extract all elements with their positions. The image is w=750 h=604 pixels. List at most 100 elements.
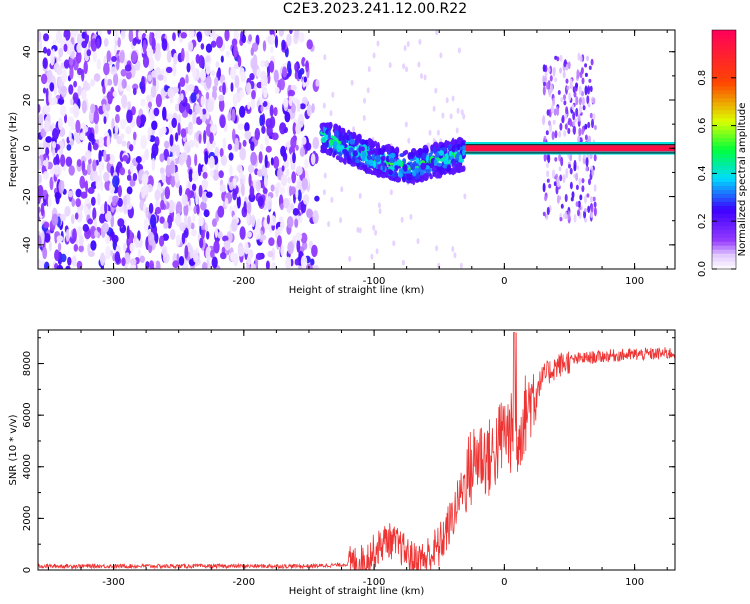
spectrogram-cell bbox=[54, 249, 60, 261]
spectrogram-cell bbox=[270, 157, 274, 166]
spectrogram-cell bbox=[187, 84, 195, 92]
x-axis-label: Height of straight line (km) bbox=[289, 586, 425, 597]
spectrogram-cell bbox=[415, 157, 420, 164]
spectrogram-cell bbox=[90, 103, 96, 114]
spectrogram-cell bbox=[548, 120, 551, 126]
spectrogram-cell bbox=[43, 221, 50, 229]
spectrogram-cell bbox=[423, 74, 427, 81]
y-tick-label: -20 bbox=[22, 188, 33, 204]
spectrogram-cell bbox=[457, 139, 462, 144]
spectrogram-cell bbox=[113, 132, 119, 140]
colorbar-band bbox=[712, 73, 736, 79]
spectrogram-cell bbox=[169, 228, 176, 240]
spectrogram-cell bbox=[448, 150, 453, 157]
spectrogram-cell bbox=[404, 121, 408, 128]
spectrogram-cell bbox=[69, 65, 74, 80]
spectrogram-cell bbox=[559, 54, 563, 62]
spectrogram-cell bbox=[255, 34, 260, 46]
spectrogram-cell bbox=[160, 199, 165, 210]
spectrogram-cell bbox=[303, 76, 307, 83]
spectrogram-cell bbox=[224, 30, 230, 42]
spectrogram-cell bbox=[296, 239, 301, 253]
spectrogram-cell bbox=[311, 244, 318, 258]
spectrogram-cell bbox=[199, 237, 204, 249]
spectrogram-cell bbox=[462, 113, 466, 120]
spectrogram-cell bbox=[163, 75, 167, 83]
spectrogram-cell bbox=[576, 69, 580, 79]
spectrogram-cell bbox=[173, 52, 178, 65]
spectrogram-cell bbox=[96, 58, 102, 70]
spectrogram-cell bbox=[548, 108, 552, 118]
spectrogram-cell bbox=[334, 128, 339, 137]
spectrogram-cell bbox=[404, 149, 409, 155]
spectrogram-cell bbox=[388, 62, 392, 69]
spectrogram-cell bbox=[578, 85, 582, 96]
spectrogram-cell bbox=[190, 92, 197, 103]
spectrogram-cell bbox=[352, 150, 358, 157]
spectrogram-cell bbox=[214, 146, 220, 158]
colorbar-band bbox=[712, 221, 736, 226]
spectrogram-cell bbox=[445, 97, 449, 104]
spectrogram-cell bbox=[593, 124, 597, 131]
y-tick-label: 0 bbox=[22, 567, 33, 573]
spectrogram-cell bbox=[557, 90, 561, 95]
spectrogram-cell bbox=[180, 47, 185, 62]
spectrogram-cell bbox=[52, 127, 59, 140]
spectrogram-cell bbox=[209, 132, 214, 145]
spectrogram-cell bbox=[312, 264, 319, 269]
spectrogram-cell bbox=[232, 93, 238, 107]
spectrogram-cell bbox=[592, 97, 596, 105]
spectrogram-cell bbox=[388, 169, 393, 176]
spectrogram-cell bbox=[211, 69, 216, 77]
spectrogram-cell bbox=[567, 127, 571, 135]
spectrogram-cell bbox=[456, 107, 460, 114]
spectrogram-cell bbox=[250, 57, 258, 70]
spectrogram-cell bbox=[75, 188, 82, 198]
spectrogram-cell bbox=[115, 105, 121, 113]
spectrogram-cell bbox=[584, 134, 588, 141]
spectrogram-cell bbox=[65, 229, 70, 242]
spectrogram-cell bbox=[129, 144, 134, 152]
spectrogram-cell bbox=[247, 201, 252, 215]
spectrogram-cell bbox=[151, 70, 157, 78]
spectrogram-cell bbox=[274, 86, 280, 94]
spectrogram-cell bbox=[364, 139, 369, 146]
spectrogram-cell bbox=[592, 113, 596, 121]
spectrogram-cell bbox=[451, 246, 455, 252]
spectrogram-cell bbox=[54, 231, 58, 244]
spectrogram-cell bbox=[584, 208, 587, 213]
spectrogram-cell bbox=[569, 167, 573, 175]
spectrogram-cell bbox=[451, 95, 455, 102]
spectrogram-cell bbox=[590, 58, 594, 66]
spectrogram-cell bbox=[205, 63, 211, 76]
spectrogram-cell bbox=[105, 245, 111, 260]
spectrogram-cell bbox=[553, 108, 557, 116]
spectrogram-cell bbox=[193, 85, 199, 95]
spectrogram-cell bbox=[159, 153, 165, 163]
spectrogram-cell bbox=[43, 33, 49, 42]
spectrogram-cell bbox=[367, 168, 373, 175]
spectrogram-cell bbox=[255, 252, 263, 260]
spectrogram-cell bbox=[97, 193, 101, 206]
spectrogram-cell bbox=[250, 47, 254, 56]
colorbar-band bbox=[712, 89, 736, 95]
colorbar-band bbox=[712, 153, 736, 159]
spectrogram-cell bbox=[140, 154, 146, 164]
y-axis-label: Frequency (Hz) bbox=[8, 112, 19, 188]
spectrogram-cell bbox=[129, 178, 136, 187]
spectrogram-cell bbox=[591, 118, 594, 129]
spectrogram-cell bbox=[315, 79, 320, 87]
spectrogram-cell bbox=[93, 73, 101, 82]
spectrogram-cell bbox=[51, 48, 55, 58]
spectrogram-cell bbox=[140, 98, 146, 107]
spectrogram-cell bbox=[162, 252, 170, 264]
colorbar-band bbox=[712, 249, 736, 254]
spectrogram-cell bbox=[382, 163, 386, 172]
spectrogram-cell bbox=[331, 91, 335, 98]
spectrogram-cell bbox=[556, 56, 560, 62]
spectrogram-cell bbox=[564, 123, 568, 130]
spectrogram-cell bbox=[446, 140, 450, 145]
spectrogram-cell bbox=[449, 113, 453, 120]
spectrogram-cell bbox=[186, 62, 191, 73]
spectrogram-cell bbox=[261, 125, 266, 134]
